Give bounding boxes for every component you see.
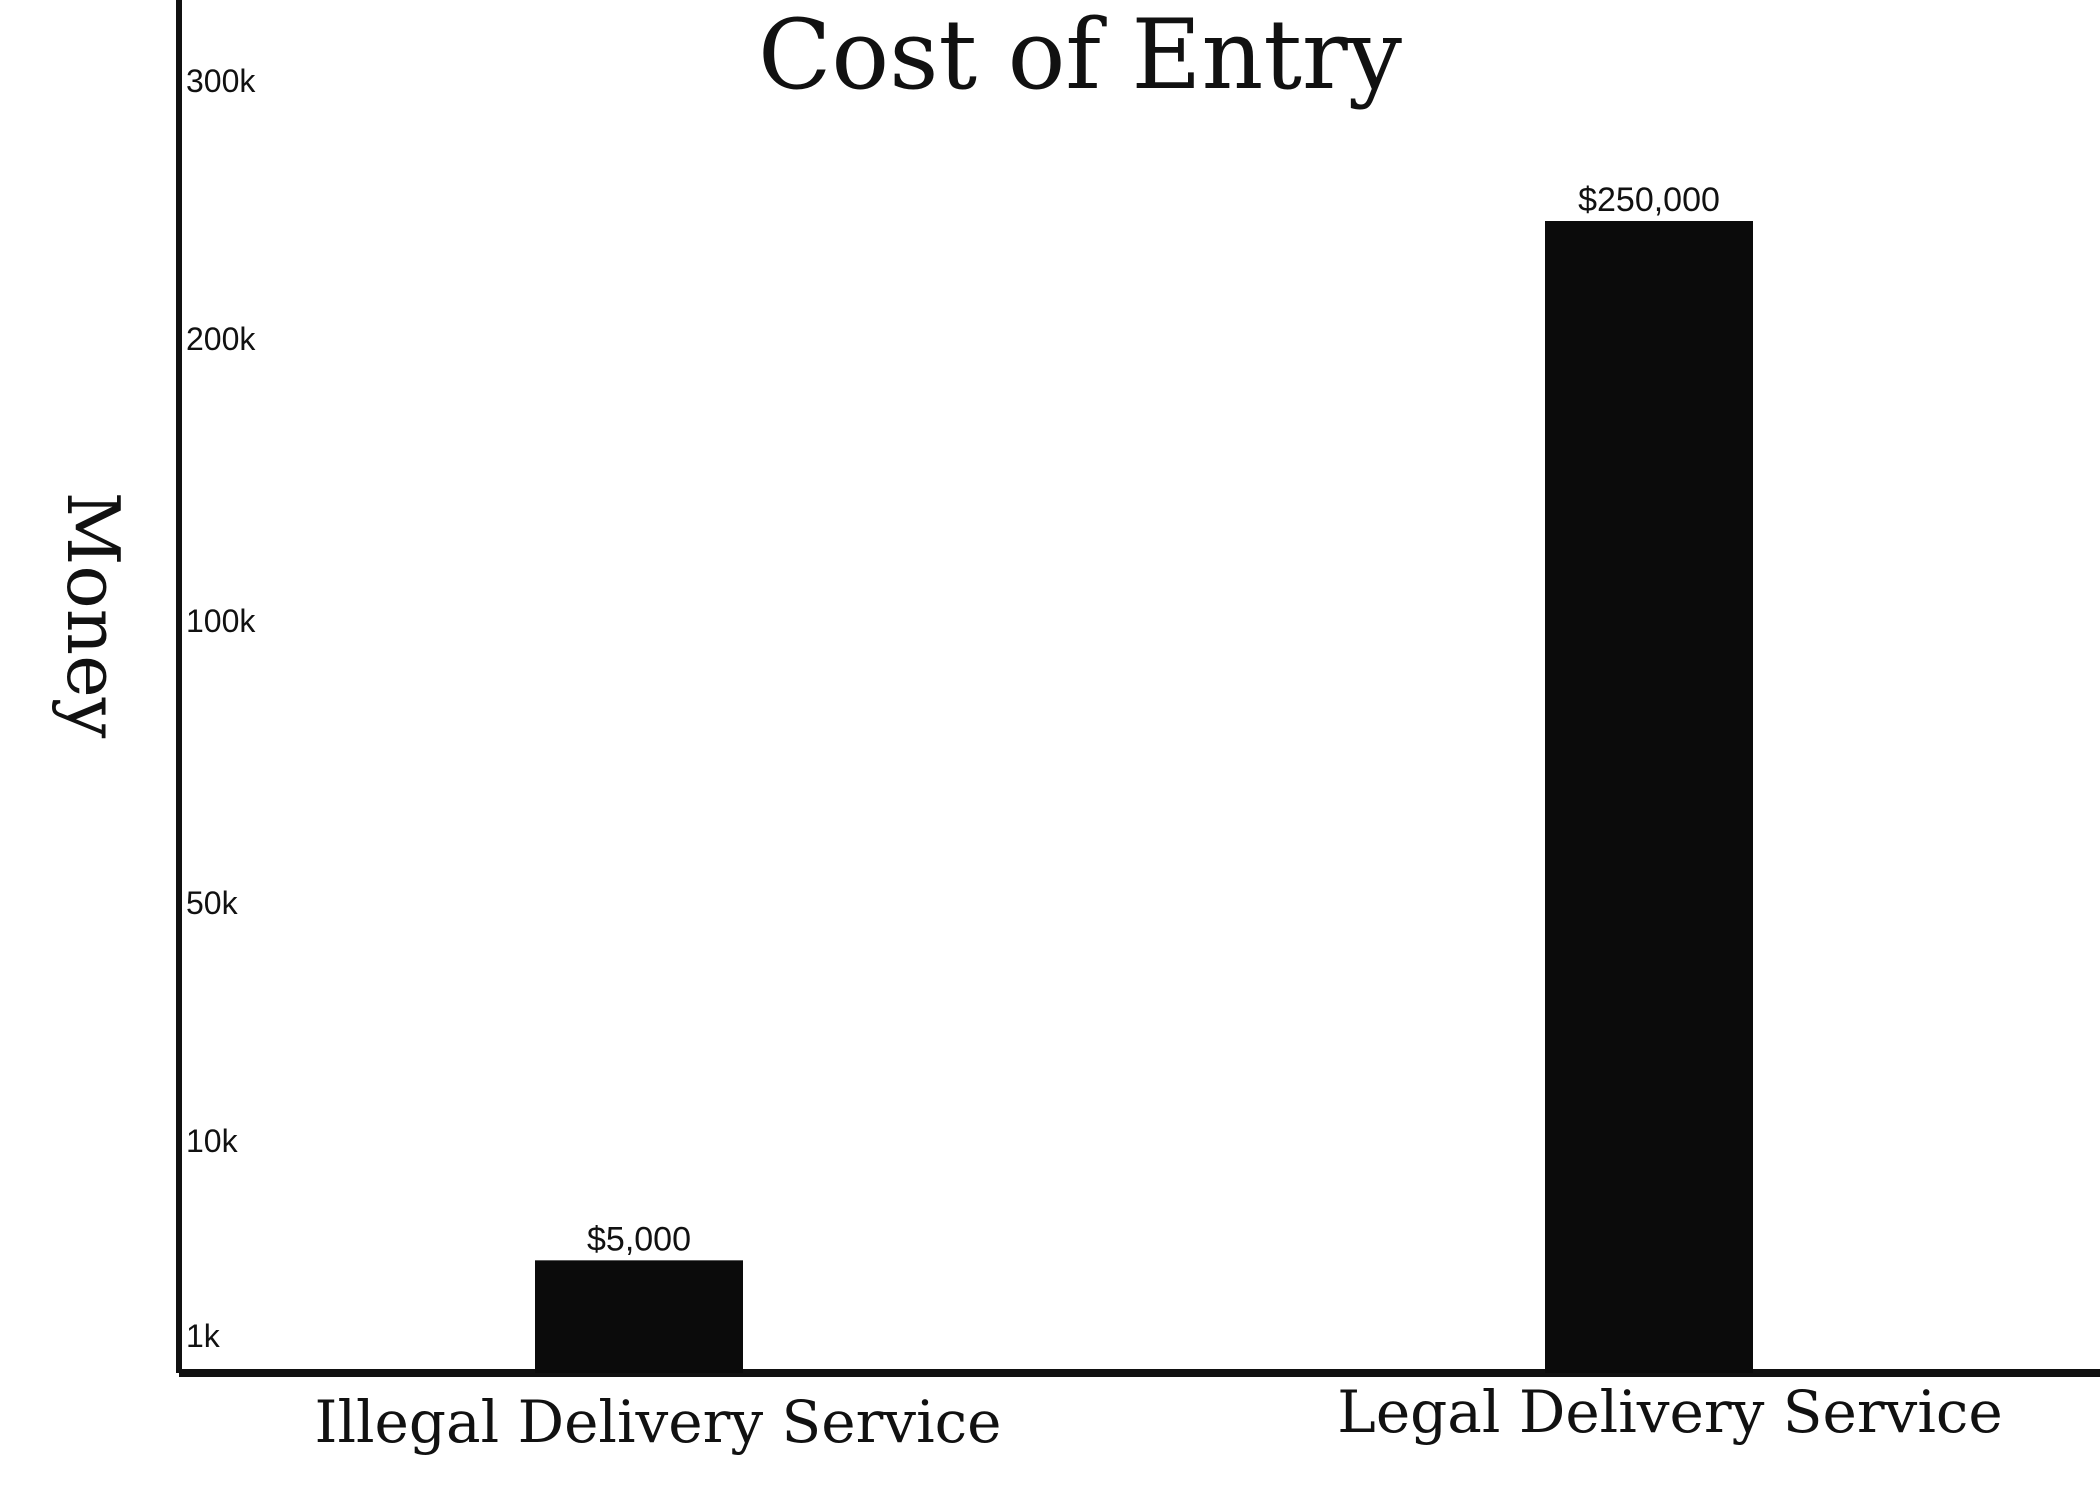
data-label-2: $250,000: [1578, 181, 1720, 219]
x-tick-label-1: Illegal Delivery Service: [315, 1388, 1002, 1456]
x-tick-labels: Illegal Delivery Service Legal Delivery S…: [315, 1378, 2003, 1456]
y-tick-label-100k: 100k: [186, 603, 256, 639]
y-axis-label: Money: [51, 492, 135, 739]
data-label-1: $5,000: [587, 1220, 691, 1258]
y-tick-label-10k: 10k: [186, 1123, 239, 1159]
y-tick-label-1k: 1k: [186, 1318, 221, 1354]
y-tick-labels: 1k 10k 50k 100k 200k 300k: [186, 63, 256, 1354]
y-tick-label-200k: 200k: [186, 321, 256, 357]
bars: [535, 221, 1753, 1373]
y-tick-label-300k: 300k: [186, 63, 256, 99]
y-tick-label-50k: 50k: [186, 885, 239, 921]
bar-2: [1545, 221, 1753, 1373]
x-tick-label-2: Legal Delivery Service: [1337, 1378, 2002, 1446]
bar-1: [535, 1260, 743, 1373]
data-labels: $5,000 $250,000: [587, 181, 1720, 1258]
chart-title: Cost of Entry: [758, 0, 1402, 111]
